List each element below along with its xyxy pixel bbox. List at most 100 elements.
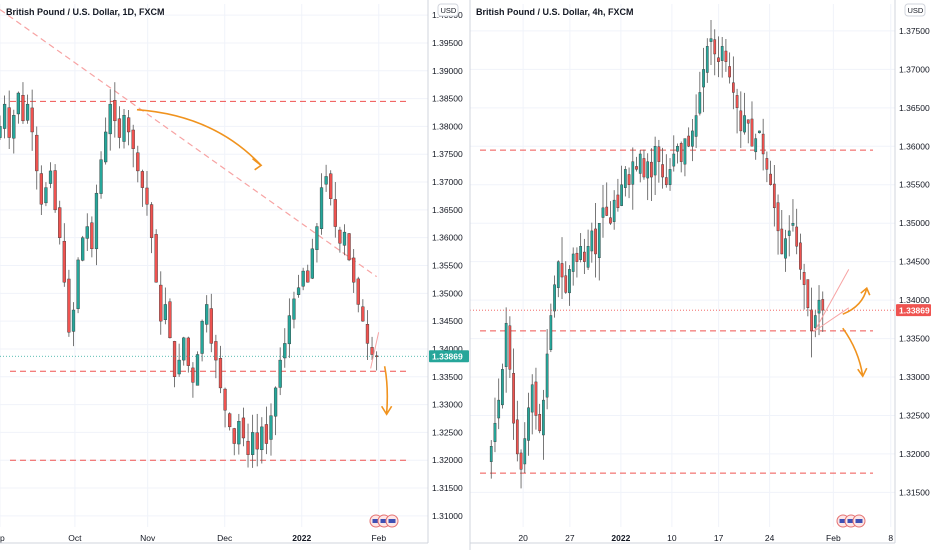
candle[interactable]	[237, 413, 241, 455]
candle[interactable]	[342, 224, 347, 256]
candle[interactable]	[39, 165, 43, 216]
candle[interactable]	[306, 264, 310, 283]
candle[interactable]	[672, 135, 676, 172]
candle[interactable]	[218, 345, 223, 394]
candle[interactable]	[232, 427, 236, 456]
candle[interactable]	[556, 260, 560, 298]
wedge-line-upper[interactable]	[814, 269, 850, 332]
candle[interactable]	[616, 178, 620, 212]
candle[interactable]	[310, 238, 314, 280]
candle[interactable]	[205, 295, 209, 333]
candle[interactable]	[67, 269, 71, 337]
candle[interactable]	[172, 340, 177, 388]
candle[interactable]	[664, 154, 668, 188]
candle[interactable]	[356, 276, 360, 313]
candle[interactable]	[260, 417, 264, 464]
candle[interactable]	[720, 37, 724, 78]
candle[interactable]	[746, 119, 750, 144]
candle[interactable]	[489, 440, 493, 479]
candle[interactable]	[168, 298, 172, 339]
candle[interactable]	[338, 226, 342, 253]
candle[interactable]	[21, 82, 25, 124]
candle[interactable]	[35, 126, 39, 190]
candle[interactable]	[122, 108, 126, 149]
candle[interactable]	[301, 267, 305, 291]
candle[interactable]	[85, 213, 89, 252]
candle[interactable]	[16, 91, 20, 124]
candle[interactable]	[590, 222, 594, 263]
candle[interactable]	[12, 109, 16, 154]
candle[interactable]	[601, 184, 605, 238]
candle[interactable]	[638, 150, 642, 183]
candle[interactable]	[761, 118, 765, 171]
candle[interactable]	[131, 124, 135, 168]
candle[interactable]	[687, 127, 691, 148]
candle[interactable]	[90, 216, 94, 258]
candle[interactable]	[564, 261, 568, 294]
candle[interactable]	[278, 347, 282, 396]
candle[interactable]	[246, 423, 250, 468]
candle[interactable]	[315, 222, 319, 263]
candle[interactable]	[772, 165, 776, 227]
candle[interactable]	[653, 136, 657, 195]
forecast-arrow-down[interactable]	[842, 327, 864, 377]
candle[interactable]	[758, 130, 761, 134]
candle[interactable]	[553, 275, 556, 318]
candle[interactable]	[694, 94, 698, 149]
candle[interactable]	[676, 143, 679, 164]
candle[interactable]	[530, 374, 534, 435]
candle[interactable]	[269, 403, 273, 456]
flag-badge-icon[interactable]	[852, 514, 866, 528]
candle[interactable]	[104, 117, 108, 165]
candle[interactable]	[754, 133, 758, 160]
candle[interactable]	[58, 200, 62, 245]
candle[interactable]	[579, 233, 582, 263]
candle[interactable]	[799, 233, 802, 280]
currency-badge[interactable]	[437, 3, 459, 17]
candle[interactable]	[71, 302, 76, 347]
candle[interactable]	[365, 310, 370, 360]
candle[interactable]	[702, 47, 705, 113]
candle[interactable]	[635, 156, 638, 172]
candle[interactable]	[542, 389, 545, 460]
candle[interactable]	[223, 387, 227, 428]
candle[interactable]	[650, 148, 653, 202]
candle[interactable]	[497, 378, 501, 430]
candle[interactable]	[159, 271, 163, 335]
candle[interactable]	[813, 309, 817, 338]
candle[interactable]	[0, 115, 2, 140]
candle[interactable]	[255, 413, 259, 467]
candle[interactable]	[251, 414, 255, 468]
candle[interactable]	[177, 343, 181, 377]
candle[interactable]	[333, 182, 337, 238]
candle[interactable]	[679, 141, 683, 173]
candle[interactable]	[209, 293, 213, 353]
candle[interactable]	[605, 182, 609, 217]
candle[interactable]	[329, 170, 333, 206]
candle[interactable]	[508, 316, 512, 378]
candle[interactable]	[527, 392, 530, 456]
candle[interactable]	[361, 299, 365, 322]
candle[interactable]	[776, 194, 780, 255]
candle[interactable]	[545, 329, 549, 410]
flag-badge-icon[interactable]	[385, 514, 399, 528]
trend-line[interactable]	[0, 9, 377, 278]
candle[interactable]	[48, 162, 53, 189]
candle[interactable]	[108, 89, 112, 151]
candle[interactable]	[53, 164, 57, 213]
candle[interactable]	[512, 348, 515, 440]
candle[interactable]	[352, 249, 356, 293]
candle[interactable]	[347, 232, 351, 262]
candle[interactable]	[519, 449, 523, 489]
candle[interactable]	[195, 351, 200, 386]
candle[interactable]	[784, 229, 787, 272]
candle[interactable]	[631, 147, 635, 210]
candle[interactable]	[571, 247, 575, 286]
candle[interactable]	[575, 247, 579, 278]
candle[interactable]	[549, 303, 553, 353]
candle[interactable]	[810, 287, 813, 358]
candle[interactable]	[724, 38, 728, 72]
candle[interactable]	[62, 223, 66, 287]
candle[interactable]	[765, 151, 769, 183]
